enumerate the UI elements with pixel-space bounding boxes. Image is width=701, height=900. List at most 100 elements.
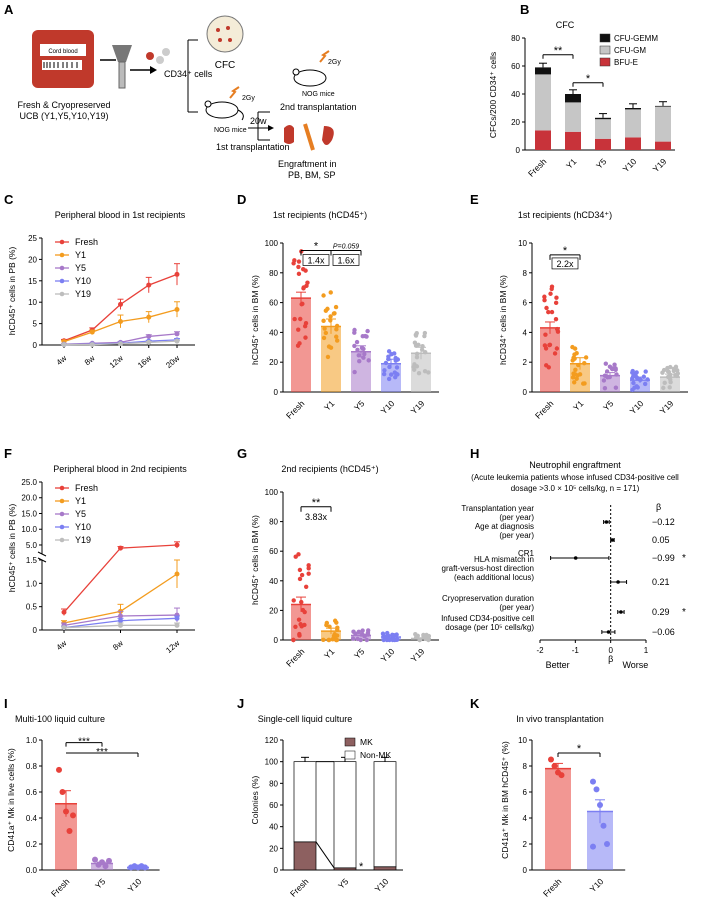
data-point: [582, 381, 587, 386]
data-point: [293, 624, 298, 629]
data-point: [590, 778, 596, 785]
data-point: [553, 316, 559, 322]
panel-f-y-tick-label: 20.0: [21, 494, 37, 503]
data-point: [634, 384, 639, 389]
data-point: [297, 631, 302, 637]
estimate-point: [606, 630, 611, 634]
data-point: [426, 637, 431, 643]
data-point: [174, 622, 180, 628]
legend-label: Fresh: [75, 237, 98, 247]
data-point: [297, 576, 303, 582]
legend-swatch: [344, 750, 356, 760]
data-point: [322, 326, 327, 331]
ucb-label-1: Fresh & Cryopreserved: [17, 100, 110, 110]
bar-segment: [565, 131, 581, 150]
legend-marker: [59, 291, 65, 297]
data-point: [296, 259, 302, 264]
panel-title-f: Peripheral blood in 2nd recipients: [53, 464, 187, 474]
panel-e-y-tick-label: 2: [523, 358, 528, 367]
panel-title-h: Neutrophil engraftment: [529, 460, 621, 470]
fold-label: 1.4x: [307, 255, 325, 265]
data-point: [292, 258, 297, 263]
panel-c-y-tick-label: 15: [28, 277, 37, 286]
tube-icon: [118, 61, 126, 89]
petri-dish-icon: [206, 15, 244, 53]
data-point: [365, 328, 370, 334]
y-axis-label-k: CD41a⁺ Mk in BM hCD45⁺ (%): [500, 741, 510, 859]
data-point: [574, 350, 579, 356]
panel-k-y-tick-label: 4: [523, 814, 528, 823]
first-transplant-label: 1st transplantation: [216, 142, 290, 152]
data-point: [302, 622, 307, 628]
panel-g-y-tick-label: 40: [269, 577, 278, 586]
data-point: [306, 571, 311, 576]
data-point: [63, 808, 69, 815]
beta-value: 0.05: [652, 535, 670, 545]
data-point: [303, 584, 309, 590]
forest-row-label: HLA mismatch in: [474, 555, 534, 564]
connector-line: [315, 841, 335, 869]
panel-k-y-tick-label: 10: [518, 736, 527, 745]
forest-row-label: Age at diagnosis: [475, 522, 534, 531]
panel-title-b: CFC: [556, 20, 575, 30]
gy-label-2: 2Gy: [328, 59, 341, 66]
bar-nonmk: [293, 761, 317, 843]
data-point: [554, 346, 560, 351]
data-point: [384, 634, 389, 639]
forest-row-label: (each additional locus): [454, 573, 534, 582]
data-point: [382, 368, 387, 373]
data-point: [414, 351, 420, 357]
nog-label-1: NOG mice: [214, 127, 247, 134]
sig-label: *: [682, 553, 686, 564]
data-point: [542, 297, 547, 303]
legend-marker: [59, 524, 65, 530]
forest-row-label: Cryopreservation duration: [442, 594, 534, 603]
panel-title-e: 1st recipients (hCD34⁺): [518, 210, 612, 220]
data-point: [296, 327, 301, 332]
data-point: [296, 271, 302, 277]
legend-label: Fresh: [75, 483, 98, 493]
bar-segment: [655, 106, 671, 142]
sig-label: *: [586, 73, 591, 85]
data-point: [334, 338, 340, 343]
data-point: [631, 380, 636, 386]
panel-g-x-tick-label: Y19: [409, 646, 427, 664]
bar: [91, 863, 113, 870]
data-point: [303, 321, 309, 326]
data-point: [394, 637, 399, 643]
data-point: [334, 334, 339, 339]
data-point: [570, 375, 576, 380]
data-point: [59, 789, 66, 795]
beta-header: β: [656, 502, 661, 512]
beta-value: 0.29: [652, 607, 670, 617]
panel-title-g: 2nd recipients (hCD45⁺): [281, 464, 378, 474]
data-point: [296, 264, 301, 270]
blood-bag-icon: [32, 30, 94, 88]
data-point: [597, 802, 603, 808]
data-point: [590, 843, 596, 850]
data-point: [612, 362, 617, 367]
panel-j-y-tick-label: 120: [265, 736, 279, 745]
data-point: [414, 364, 420, 369]
panel-c-y-tick-label: 10: [28, 298, 37, 307]
fold-box: [551, 257, 579, 270]
legend-label: Y5: [75, 263, 86, 273]
panel-k-y-tick-label: 8: [523, 762, 528, 771]
panel-c-y-tick-label: 20: [28, 255, 37, 264]
sig-label: *: [682, 607, 686, 618]
forest-row-label: Transplantation year: [461, 504, 534, 513]
data-point: [392, 370, 397, 375]
data-point: [332, 618, 338, 623]
data-point: [299, 302, 304, 307]
sig-label: *: [314, 240, 319, 252]
estimate-point: [573, 556, 578, 560]
data-point: [554, 295, 559, 300]
data-point: [357, 359, 362, 364]
panel-a: A Cord blood CD34⁺ cells Fresh & Cryopre…: [4, 2, 357, 180]
bar-nonmk: [333, 761, 357, 869]
legend-label: Non-MK: [360, 750, 392, 760]
data-point: [146, 282, 152, 288]
data-point: [426, 370, 431, 375]
